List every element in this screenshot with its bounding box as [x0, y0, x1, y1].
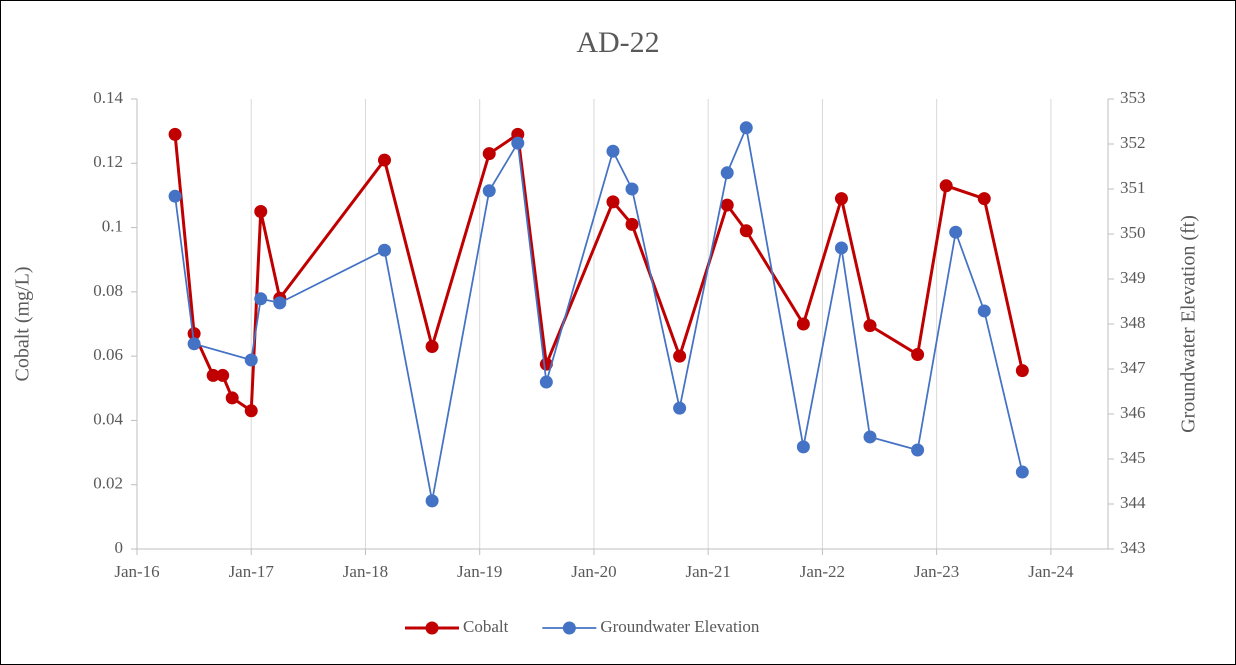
- data-point: [720, 166, 734, 180]
- data-point: [863, 430, 877, 444]
- y2-tick-label: 352: [1120, 133, 1146, 152]
- data-point: [511, 136, 525, 150]
- data-point: [187, 327, 201, 341]
- data-point: [254, 205, 268, 218]
- data-point: [482, 184, 496, 198]
- legend-label: Cobalt: [463, 617, 509, 636]
- data-point: [425, 340, 439, 353]
- data-point: [673, 401, 687, 415]
- series-line: [174, 124, 1024, 502]
- data-point: [720, 198, 734, 212]
- y-tick-label: 0.12: [93, 152, 123, 171]
- x-tick-label: Jan-16: [114, 562, 159, 581]
- legend-marker: [562, 621, 576, 635]
- y-tick-label: 0.1: [102, 216, 123, 235]
- x-tick-label: Jan-20: [571, 562, 616, 581]
- data-point: [606, 144, 620, 158]
- data-point: [187, 337, 201, 351]
- y-axis-label: Cobalt (mg/L): [12, 267, 34, 382]
- data-point: [739, 121, 753, 135]
- y-tick-label: 0.14: [93, 88, 123, 107]
- data-point: [625, 182, 639, 196]
- data-point: [254, 292, 268, 306]
- y2-tick-label: 345: [1120, 448, 1146, 467]
- data-point: [834, 192, 848, 206]
- data-point: [206, 368, 220, 382]
- legend-label: Groundwater Elevation: [600, 617, 760, 636]
- data-point: [168, 189, 182, 203]
- data-point: [244, 353, 258, 367]
- data-point: [796, 317, 810, 331]
- y2-tick-label: 347: [1120, 358, 1146, 377]
- y-tick-label: 0.02: [93, 474, 123, 493]
- data-point: [911, 443, 925, 457]
- y2-tick-label: 346: [1120, 403, 1146, 422]
- data-point: [977, 192, 991, 206]
- y2-tick-label: 351: [1120, 178, 1146, 197]
- y2-tick-label: 349: [1120, 268, 1146, 287]
- data-point: [378, 243, 392, 257]
- data-point: [1015, 364, 1029, 378]
- y-tick-label: 0.06: [93, 345, 123, 364]
- data-point: [796, 440, 810, 454]
- data-point: [378, 153, 392, 167]
- data-point: [863, 319, 877, 333]
- data-point: [168, 127, 182, 141]
- data-point: [216, 368, 230, 382]
- data-point: [425, 494, 439, 508]
- x-tick-label: Jan-21: [686, 562, 731, 581]
- chart-title: AD-22: [576, 26, 659, 59]
- data-point: [244, 404, 258, 418]
- data-point: [673, 349, 687, 363]
- y-tick-label: 0: [115, 538, 124, 557]
- data-point: [273, 296, 287, 310]
- y2-tick-label: 344: [1120, 493, 1146, 512]
- data-point: [949, 225, 963, 239]
- data-point: [739, 224, 753, 238]
- y2-axis-label: Groundwater Elevation (ft): [1178, 215, 1200, 433]
- x-tick-label: Jan-17: [229, 562, 275, 581]
- y2-tick-label: 348: [1120, 313, 1146, 332]
- y2-tick-label: 353: [1120, 88, 1146, 107]
- data-point: [625, 217, 639, 231]
- y2-tick-label: 350: [1120, 223, 1146, 242]
- legend-marker: [425, 621, 439, 635]
- y2-tick-label: 343: [1120, 538, 1146, 557]
- data-point: [939, 179, 953, 193]
- data-point: [977, 304, 991, 318]
- data-point: [606, 195, 620, 209]
- data-point: [225, 391, 239, 405]
- x-tick-label: Jan-23: [914, 562, 959, 581]
- data-point: [911, 348, 925, 362]
- x-tick-label: Jan-22: [800, 562, 845, 581]
- x-tick-label: Jan-19: [457, 562, 502, 581]
- y-tick-label: 0.04: [93, 409, 123, 428]
- data-point: [539, 375, 553, 389]
- x-tick-label: Jan-24: [1028, 562, 1074, 581]
- data-point: [1015, 465, 1029, 479]
- x-tick-label: Jan-18: [343, 562, 388, 581]
- data-point: [834, 241, 848, 255]
- y-tick-label: 0.08: [93, 281, 123, 300]
- data-point: [482, 147, 496, 161]
